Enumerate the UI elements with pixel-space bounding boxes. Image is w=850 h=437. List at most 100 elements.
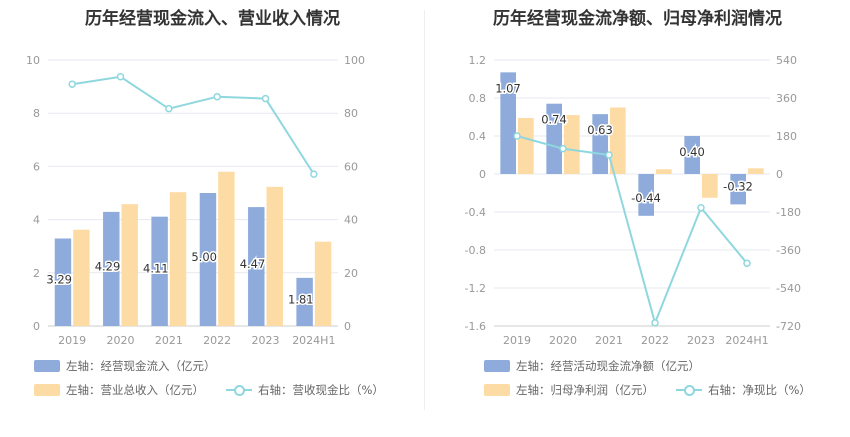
legend-item-revenue[interactable]: 左轴：营业总收入（亿元） <box>34 382 204 398</box>
left-axis-tick: 0 <box>479 168 486 181</box>
legend-item-net-profit[interactable]: 左轴：归母净利润（亿元） <box>484 382 654 398</box>
chart-title-left: 历年经营现金流入、营业收入情况 <box>85 9 340 29</box>
right-axis-tick: 0 <box>344 320 351 333</box>
legend-line-marker-icon <box>226 384 252 396</box>
right-axis-tick: 40 <box>344 214 358 227</box>
data-label: -0.32 <box>723 179 753 193</box>
bar-primary <box>638 174 654 216</box>
chart-title-right: 历年经营现金流净额、归母净利润情况 <box>493 9 782 29</box>
left-axis-tick: 6 <box>33 160 40 173</box>
legend-label: 左轴：归母净利润（亿元） <box>516 383 654 397</box>
x-axis-tick: 2021 <box>595 334 623 347</box>
right-axis-tick: -360 <box>776 244 801 257</box>
right-axis-tick: 60 <box>344 160 358 173</box>
line-point <box>310 170 318 178</box>
x-axis-tick: 2023 <box>252 334 280 347</box>
left-axis-tick: 1.2 <box>469 54 487 67</box>
data-label: 3.29 <box>46 273 72 287</box>
bar-primary <box>199 193 217 326</box>
right-axis-tick: -180 <box>776 206 801 219</box>
legend-item-cash-ratio[interactable]: 右轴：营收现金比（%） <box>226 382 384 398</box>
bar-secondary <box>218 171 235 326</box>
bar-secondary <box>169 192 187 326</box>
line-point <box>165 104 173 113</box>
data-label: 0.40 <box>679 145 705 159</box>
line-point <box>513 132 521 140</box>
x-axis-tick: 2020 <box>549 334 577 347</box>
bar-primary <box>500 72 516 174</box>
line-point <box>559 144 567 153</box>
bar-secondary <box>656 169 672 174</box>
panel-divider <box>424 10 425 410</box>
x-axis-tick: 2020 <box>107 334 135 347</box>
legend-label: 左轴：营业总收入（亿元） <box>66 383 204 397</box>
legend-swatch-bar-primary <box>34 360 60 372</box>
data-label: 0.74 <box>541 113 567 127</box>
chart-right-svg: -1.6 -1.2 -0.8 -0.4 0 0.4 0.8 1.2 -720 -540 -360 -1… <box>465 54 801 347</box>
x-axis-tick: 2019 <box>58 334 86 347</box>
left-axis-tick: -1.6 <box>465 320 486 333</box>
legend-row-2-right: 左轴：归母净利润（亿元） 右轴：净现比（%） <box>484 382 833 398</box>
line-point <box>605 151 613 159</box>
x-axis-tick: 2022 <box>641 334 669 347</box>
data-label: 5.00 <box>191 250 217 264</box>
left-axis-tick: 8 <box>33 107 40 120</box>
legend-row-2-left: 左轴：营业总收入（亿元） 右轴：营收现金比（%） <box>34 382 406 398</box>
left-axis-tick: -0.4 <box>465 206 486 219</box>
legend-swatch-bar-secondary <box>484 384 510 396</box>
bar-primary <box>684 136 700 174</box>
data-label: 4.47 <box>240 257 266 271</box>
x-axis-tick: 2024H1 <box>292 334 335 347</box>
right-axis-tick: 540 <box>776 54 797 67</box>
legend-swatch-bar-secondary <box>34 384 60 396</box>
bar-secondary <box>518 117 534 174</box>
bar-primary <box>592 114 608 174</box>
left-axis-tick: 4 <box>33 214 40 227</box>
bar-primary <box>546 103 562 174</box>
legend-label: 左轴：经营活动现金流净额（亿元） <box>516 359 700 373</box>
right-axis-tick: 100 <box>344 54 365 67</box>
line-point <box>261 94 270 103</box>
legend-line-marker-icon <box>676 384 702 396</box>
data-label: 4.29 <box>95 259 121 273</box>
data-label: 1.07 <box>495 81 521 95</box>
legend-item-cash-inflow[interactable]: 左轴：经营现金流入（亿元） <box>34 358 216 374</box>
legend-item-net-cash-ratio[interactable]: 右轴：净现比（%） <box>676 382 811 398</box>
bar-secondary <box>564 115 580 174</box>
left-axis-tick: -1.2 <box>465 282 486 295</box>
right-axis-tick: -720 <box>776 320 801 333</box>
data-label: 4.11 <box>143 262 169 276</box>
data-label: 0.63 <box>587 123 613 137</box>
right-axis-tick: 80 <box>344 107 358 120</box>
right-axis-tick: 20 <box>344 267 358 280</box>
left-axis-tick: 2 <box>33 267 40 280</box>
data-label: -0.44 <box>631 191 661 205</box>
line-series <box>516 135 748 326</box>
line-point <box>743 259 751 268</box>
legend-row-1-right: 左轴：经营活动现金流净额（亿元） <box>484 358 722 374</box>
bar-primary <box>54 238 72 326</box>
line-point <box>651 319 659 327</box>
line-point <box>116 73 125 81</box>
bar-secondary <box>73 229 90 326</box>
line-point <box>68 80 76 88</box>
bar-primary <box>730 174 746 205</box>
x-axis-tick: 2022 <box>203 334 231 347</box>
legend-label: 右轴：营收现金比（%） <box>258 383 384 397</box>
data-label: 1.81 <box>288 292 314 306</box>
right-axis-tick: 180 <box>776 130 797 143</box>
legend-item-net-cash-flow[interactable]: 左轴：经营活动现金流净额（亿元） <box>484 358 700 374</box>
bar-secondary <box>702 174 718 198</box>
bar-secondary <box>610 107 626 174</box>
legend-label: 左轴：经营现金流入（亿元） <box>66 359 216 373</box>
left-axis-tick: 0.4 <box>469 130 487 143</box>
x-axis-tick: 2021 <box>155 334 183 347</box>
left-axis-tick: 0.8 <box>469 92 487 105</box>
bar-primary <box>296 277 313 326</box>
left-axis-tick: -0.8 <box>465 244 486 257</box>
bar-primary <box>151 216 168 326</box>
x-axis-tick: 2019 <box>503 334 531 347</box>
legend-label: 右轴：净现比（%） <box>708 383 811 397</box>
